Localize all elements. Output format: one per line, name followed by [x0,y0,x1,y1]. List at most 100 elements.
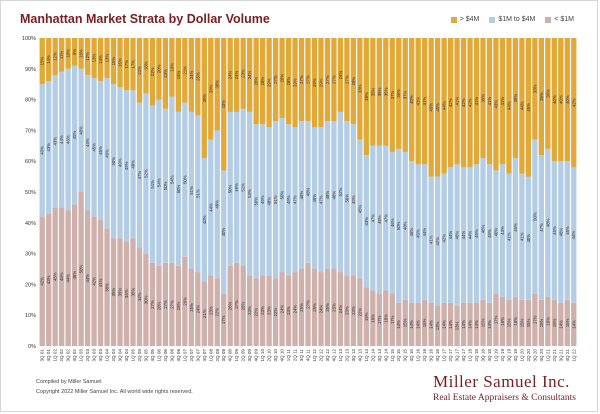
data-label-over-4m: 26% [280,74,285,83]
data-label-under-1m: 44% [85,274,90,283]
bar-under-1m [182,256,188,346]
y-tick-label: 60% [25,159,36,165]
data-label-under-1m: 23% [267,306,272,315]
data-label-1m-to-4m: 50% [176,184,181,193]
data-label-1m-to-4m: 46% [558,228,563,237]
data-label-under-1m: 26% [176,301,181,310]
data-label-under-1m: 46% [72,271,77,280]
x-tick-label: 4Q 17 [461,349,466,362]
data-label-1m-to-4m: 40% [202,215,207,224]
data-label-over-4m: 28% [254,77,259,86]
x-tick-label: 1Q 17 [442,349,447,362]
bar-under-1m [370,290,376,346]
data-label-over-4m: 41% [500,97,505,106]
data-label-under-1m: 24% [318,305,323,314]
x-tick-label: 2Q 09 [241,349,246,362]
data-label-1m-to-4m: 50% [344,194,349,203]
x-tick-label: 3Q 16 [429,349,434,362]
bar-over-4m [370,38,376,146]
bar-under-1m [428,302,434,346]
data-label-under-1m: 26% [156,301,161,310]
x-tick-label: 1Q 11 [286,349,291,362]
x-tick-label: 1Q 12 [312,349,317,362]
bar-1m-to-4m [311,127,318,269]
data-label-1m-to-4m: 46% [409,228,414,237]
data-label-1m-to-4m: 45% [416,229,421,238]
data-label-under-1m: 23% [286,306,291,315]
bar-under-1m [71,204,78,346]
bar-under-1m [532,293,538,346]
data-label-over-4m: 28% [260,77,265,86]
bar-over-4m [525,38,532,177]
data-label-over-4m: 27% [325,75,330,84]
data-label-under-1m: 15% [552,318,557,327]
x-tick-label: 4Q 01 [46,349,51,362]
data-label-1m-to-4m: 50% [280,191,285,200]
data-label-under-1m: 15% [403,318,408,327]
x-tick-label: 1Q 08 [208,349,213,362]
bar-1m-to-4m [208,139,214,276]
data-label-over-4m: 29% [318,78,323,87]
x-tick-label: 2Q 12 [318,349,323,362]
bar-over-4m [253,38,259,125]
bar-over-4m [480,38,486,159]
x-tick-label: 2Q 19 [500,349,505,362]
data-label-1m-to-4m: 48% [130,160,135,169]
bar-1m-to-4m [52,74,58,208]
bar-over-4m [136,38,143,103]
bar-1m-to-4m [350,124,357,276]
legend-swatch-1m-to-4m [489,16,496,23]
bar-1m-to-4m [564,161,570,300]
bar-under-1m [331,269,337,346]
data-label-1m-to-4m: 43% [364,217,369,226]
legend-item-under-1m: < $1M [545,16,574,23]
bar-1m-to-4m [78,68,84,192]
bar-1m-to-4m [447,167,454,303]
bar-under-1m [493,293,499,346]
bar-1m-to-4m [149,105,156,263]
x-tick-label: 4Q 02 [72,349,77,362]
x-tick-label: 3Q 12 [325,349,330,362]
x-tick-label: 4Q 08 [228,349,233,362]
x-tick-label: 1Q 05 [130,349,135,362]
bar-over-4m [305,38,311,122]
bar-1m-to-4m [486,164,493,303]
data-label-1m-to-4m: 40% [79,126,84,135]
data-label-over-4m: 40% [558,95,563,104]
bar-under-1m [227,265,233,346]
data-label-over-4m: 12% [53,52,58,61]
bar-under-1m [247,275,253,346]
data-label-under-1m: 41% [98,278,103,287]
data-label-1m-to-4m: 40% [221,228,226,237]
data-label-1m-to-4m: 49% [286,195,291,204]
bar-1m-to-4m [467,167,473,303]
x-tick-label: 2Q 13 [344,349,349,362]
data-label-under-1m: 35% [130,288,135,297]
bar-1m-to-4m [169,96,175,263]
data-label-1m-to-4m: 45% [357,204,362,213]
bar-1m-to-4m [240,108,246,266]
x-tick-label: 3Q 08 [221,349,226,362]
data-label-over-4m: 38% [539,92,544,101]
data-label-1m-to-4m: 47% [370,214,375,223]
data-label-1m-to-4m: 45% [72,131,77,140]
bar-over-4m [331,38,337,122]
bar-under-1m [318,272,324,346]
data-label-over-4m: 35% [370,87,375,96]
data-label-1m-to-4m: 44% [85,138,90,147]
bar-over-4m [571,38,577,168]
bar-under-1m [195,272,201,346]
bar-under-1m [201,281,207,346]
bar-over-4m [259,38,266,125]
data-label-1m-to-4m: 45% [92,143,97,152]
bar-1m-to-4m [227,111,233,266]
copyright-text: Copyright 2022 Miller Samuel Inc. All wo… [36,389,193,395]
data-label-1m-to-4m: 50% [396,221,401,230]
x-tick-label: 1Q 16 [416,349,421,362]
bar-over-4m [91,38,97,79]
bar-1m-to-4m [188,111,194,269]
bar-under-1m [130,238,136,346]
bar-under-1m [396,302,402,346]
data-label-under-1m: 23% [208,306,213,315]
data-label-1m-to-4m: 50% [254,197,259,206]
